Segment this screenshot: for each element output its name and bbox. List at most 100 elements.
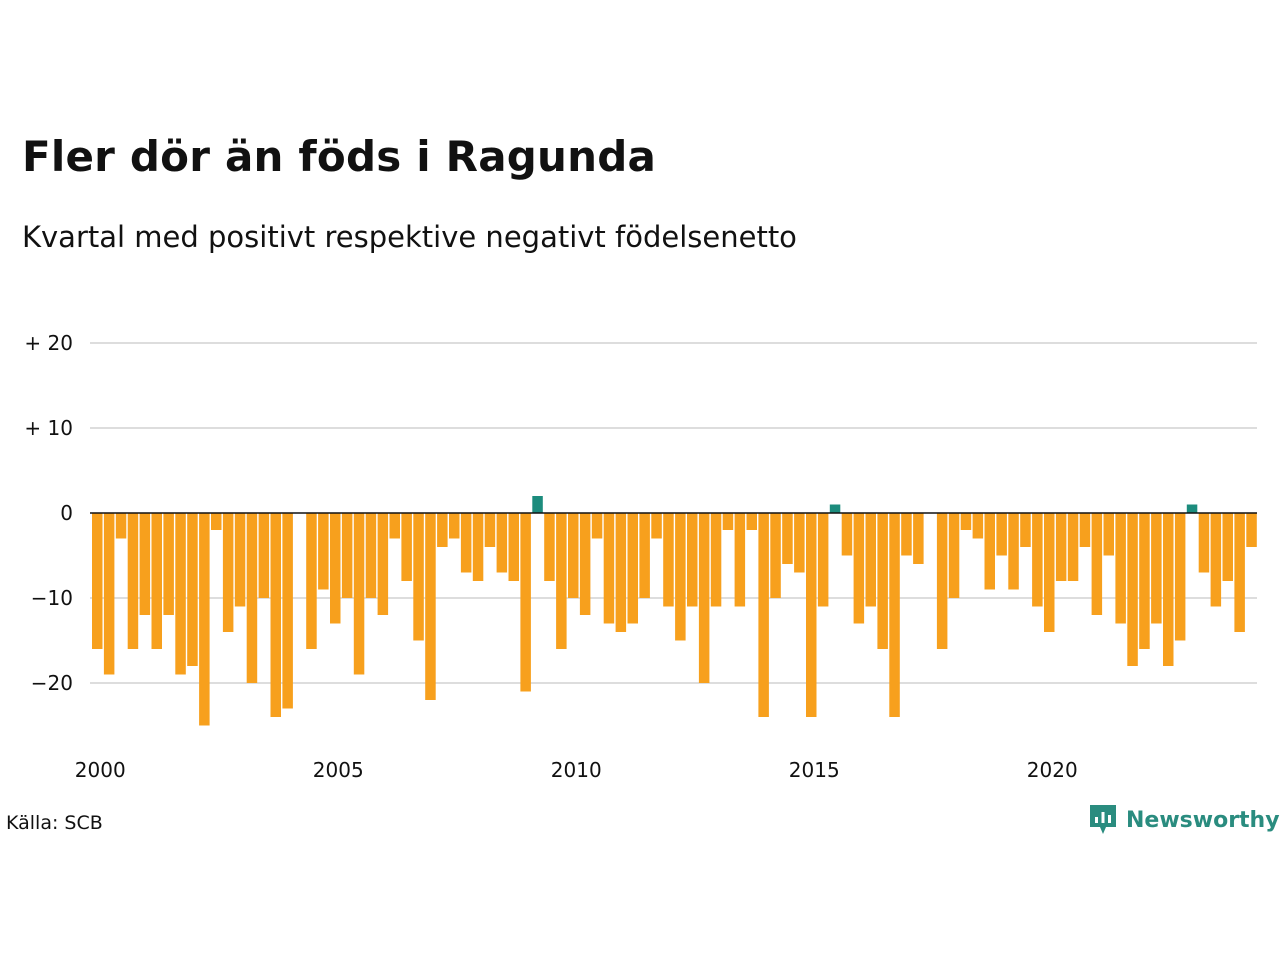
newsworthy-logo-icon [1090, 805, 1116, 834]
bar [389, 513, 400, 539]
bar [282, 513, 293, 709]
source-note: Källa: SCB [6, 812, 103, 834]
bar [246, 513, 258, 683]
bar [651, 513, 662, 539]
bar [782, 513, 793, 564]
bar [770, 513, 781, 598]
bar [544, 513, 555, 581]
bar [1246, 513, 1257, 547]
bar [92, 513, 103, 649]
bar [353, 513, 365, 675]
x-tick-label: 2010 [551, 758, 602, 782]
bar [794, 513, 805, 573]
bar [508, 513, 519, 581]
bar [127, 513, 139, 649]
bar [889, 513, 900, 717]
bar [496, 513, 508, 573]
bar [1044, 513, 1055, 632]
bar [413, 513, 424, 641]
bar [591, 513, 603, 539]
bar [722, 513, 734, 530]
bar [841, 513, 853, 556]
bar [901, 513, 912, 556]
bar [425, 513, 436, 700]
bar [151, 513, 162, 649]
bar [639, 513, 650, 598]
bar [579, 513, 591, 615]
bar [960, 513, 972, 530]
bar [1055, 513, 1067, 581]
bar [175, 513, 186, 675]
bar [615, 513, 627, 632]
bar [1091, 513, 1103, 615]
bar [377, 513, 389, 615]
bar [318, 513, 329, 590]
bar [234, 513, 246, 607]
bar [1163, 513, 1174, 666]
bar [913, 513, 924, 564]
bar [1008, 513, 1019, 590]
bar [1103, 513, 1114, 556]
bar [877, 513, 888, 649]
bar [1210, 513, 1222, 607]
bar [1067, 513, 1079, 581]
bar [460, 513, 472, 573]
bar [758, 513, 769, 717]
bar [532, 496, 543, 513]
bar [341, 513, 353, 598]
bar [1020, 513, 1031, 547]
bar [627, 513, 638, 624]
bar [556, 513, 567, 649]
bar [211, 513, 222, 530]
bar [520, 513, 531, 692]
x-tick-label: 2015 [789, 758, 840, 782]
bar [687, 513, 698, 607]
y-tick-label: + 20 [24, 331, 73, 355]
bar [115, 513, 127, 539]
bar [365, 513, 377, 598]
bar [936, 513, 948, 649]
bar [1127, 513, 1138, 666]
bar [948, 513, 960, 598]
bar [472, 513, 484, 581]
bar [222, 513, 234, 632]
bar [1032, 513, 1043, 607]
bar-chart: + 20 + 10 0 −10 −20 2000 2005 2010 2015 2020 [24, 331, 1257, 782]
x-tick-label: 2005 [313, 758, 364, 782]
bar [330, 513, 341, 624]
brand-logo: Newsworthy [1088, 803, 1280, 837]
bars [92, 496, 1257, 726]
bar [258, 513, 270, 598]
y-tick-label: −10 [31, 586, 73, 610]
x-axis-labels: 2000 2005 2010 2015 2020 [75, 758, 1078, 782]
bar [734, 513, 746, 607]
bar [199, 513, 210, 726]
bar [1222, 513, 1233, 581]
bar [853, 513, 865, 624]
bar [187, 513, 198, 666]
bar [972, 513, 984, 539]
bar [865, 513, 876, 607]
x-tick-label: 2000 [75, 758, 126, 782]
y-axis-labels: + 20 + 10 0 −10 −20 [24, 331, 73, 695]
bar [1234, 513, 1245, 632]
bar [1139, 513, 1150, 649]
bar [1079, 513, 1091, 547]
bar [163, 513, 174, 615]
bar [306, 513, 317, 649]
bar [401, 513, 412, 581]
bar [139, 513, 151, 615]
bar [437, 513, 448, 547]
bar [829, 504, 841, 513]
y-tick-label: + 10 [24, 416, 73, 440]
bar [996, 513, 1007, 556]
bar [984, 513, 995, 590]
bar [603, 513, 615, 624]
bar [1151, 513, 1162, 624]
bar [449, 513, 460, 539]
bar [698, 513, 710, 683]
chart-title: Fler dör än föds i Ragunda [22, 132, 657, 181]
bar [1186, 504, 1198, 513]
bar [1174, 513, 1186, 641]
bar [746, 513, 757, 530]
